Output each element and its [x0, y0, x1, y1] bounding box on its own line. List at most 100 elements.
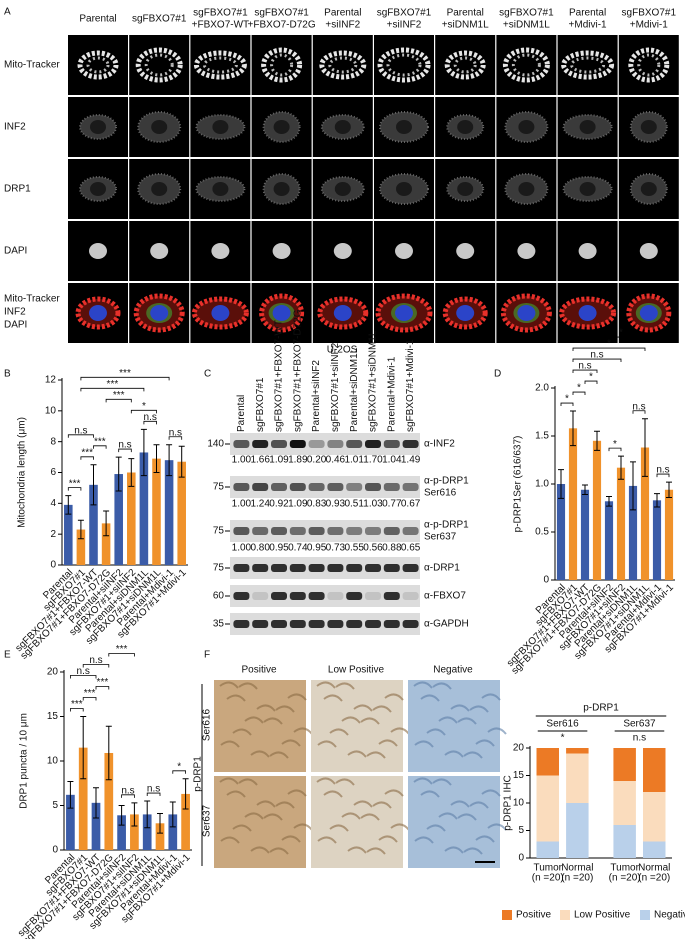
column-header: +siDNM1L	[503, 20, 550, 31]
significance-label: *	[589, 372, 593, 383]
error-bar	[582, 484, 588, 496]
blot-band	[402, 483, 419, 491]
panel-letter: A	[4, 7, 11, 18]
y-tick-label: 6	[50, 467, 56, 478]
significance-label: n.s	[77, 666, 90, 677]
significance-bracket	[105, 398, 132, 403]
nucleus	[211, 243, 230, 259]
significance-bracket	[560, 402, 574, 407]
significance-bracket	[146, 792, 161, 797]
significance-bracket	[80, 456, 94, 460]
y-tick-label: 15	[513, 770, 525, 781]
blot-band	[233, 527, 250, 535]
tissue-gland	[341, 812, 361, 820]
tissue-gland	[438, 812, 458, 820]
blot-band	[402, 592, 419, 600]
significance-bracket	[82, 664, 110, 668]
tissue-gland	[219, 681, 239, 689]
significance-bracket	[572, 391, 586, 396]
tissue-gland	[413, 681, 433, 689]
y-tick-label: 0	[50, 560, 56, 571]
y-axis-label: DRP1 puncta / 10 μm	[19, 713, 30, 809]
tissue-gland	[360, 717, 380, 725]
significance-label: n.s	[147, 784, 160, 795]
merge-label: Mito-Tracker	[4, 294, 60, 305]
column-header: sgFBXO7#1	[132, 14, 187, 25]
bar	[181, 793, 190, 850]
quantification: 1.70	[363, 455, 383, 466]
y-tick-label: 10	[47, 756, 59, 767]
marker: 75	[213, 526, 225, 537]
lane-label: sgFBXO7#1+siDNM1L	[368, 330, 379, 432]
blot-band	[327, 620, 344, 628]
nucleus	[517, 243, 536, 259]
legend-label: Negative	[654, 910, 685, 921]
nucleus-shadow	[579, 182, 596, 196]
error-bar	[80, 716, 87, 780]
blot-row-label: Ser616	[424, 488, 457, 499]
legend-label: Positive	[516, 910, 551, 921]
tissue-gland	[432, 682, 452, 690]
error-bar	[666, 481, 672, 498]
tissue-gland	[360, 813, 380, 821]
lane-label: sgFBXO7#1	[255, 377, 266, 432]
tissue-gland	[413, 777, 433, 785]
x-tick-note: (n =20)	[561, 873, 593, 884]
blot-row-label: Ser637	[424, 532, 457, 543]
micrograph	[251, 35, 312, 95]
micrograph	[374, 35, 434, 95]
mitochondria-signal	[202, 56, 238, 74]
lane-label: sgFBXO7#1+siINF2	[330, 342, 341, 432]
tissue-gland	[269, 751, 289, 759]
group-label: Ser616	[546, 719, 579, 730]
quantification: 0.67	[401, 499, 421, 510]
legend-swatch	[502, 910, 512, 920]
tissue-gland	[372, 705, 392, 713]
lane-label: Parental+siINF2	[311, 360, 322, 432]
nucleus-shadow	[396, 182, 412, 196]
tissue-gland	[366, 847, 386, 855]
significance-bracket	[70, 675, 97, 679]
error-bar	[118, 805, 125, 826]
quantification: 1.03	[363, 499, 383, 510]
y-axis-label: p-DRP1 IHC	[503, 775, 514, 831]
quantification: 0.51	[344, 499, 364, 510]
y-tick-label: 0.5	[535, 527, 549, 538]
quantification: 0.77	[382, 499, 402, 510]
tissue-gland	[281, 835, 301, 843]
ihc-image	[214, 776, 306, 868]
ihc-column-header: Low Positive	[328, 665, 385, 676]
tissue-gland	[469, 705, 489, 713]
blot-strip	[230, 585, 420, 607]
column-header: Parental	[447, 8, 484, 19]
tissue-gland	[481, 693, 501, 701]
x-tick-label: Tumor	[533, 863, 562, 874]
quantification: 0.56	[363, 543, 383, 554]
blot-band	[365, 527, 381, 535]
blot-band	[327, 440, 344, 448]
bar-segment	[643, 792, 666, 842]
tissue-gland	[238, 778, 258, 786]
tissue-gland	[293, 823, 313, 831]
column-header: sgFBXO7#1	[193, 8, 248, 19]
significance-label: *	[142, 401, 146, 412]
blot-band	[289, 620, 306, 628]
significance-label: *	[177, 761, 181, 772]
bar	[604, 501, 614, 580]
bar	[580, 489, 590, 580]
blot-band	[252, 592, 269, 600]
quantification: 0.74	[288, 543, 308, 554]
tissue-gland	[420, 694, 440, 702]
column-header: sgFBXO7#1	[254, 8, 309, 19]
tissue-gland	[220, 740, 240, 748]
significance-label: ***	[81, 447, 93, 458]
mitochondria-signal	[328, 56, 358, 74]
tissue-gland	[366, 751, 386, 759]
nucleus	[272, 243, 291, 259]
chart-title: p-DRP1	[583, 703, 619, 714]
blot-band	[365, 592, 381, 600]
significance-bracket	[80, 387, 145, 392]
mitochondria-signal	[511, 53, 541, 77]
mitochondria-signal	[135, 47, 183, 83]
